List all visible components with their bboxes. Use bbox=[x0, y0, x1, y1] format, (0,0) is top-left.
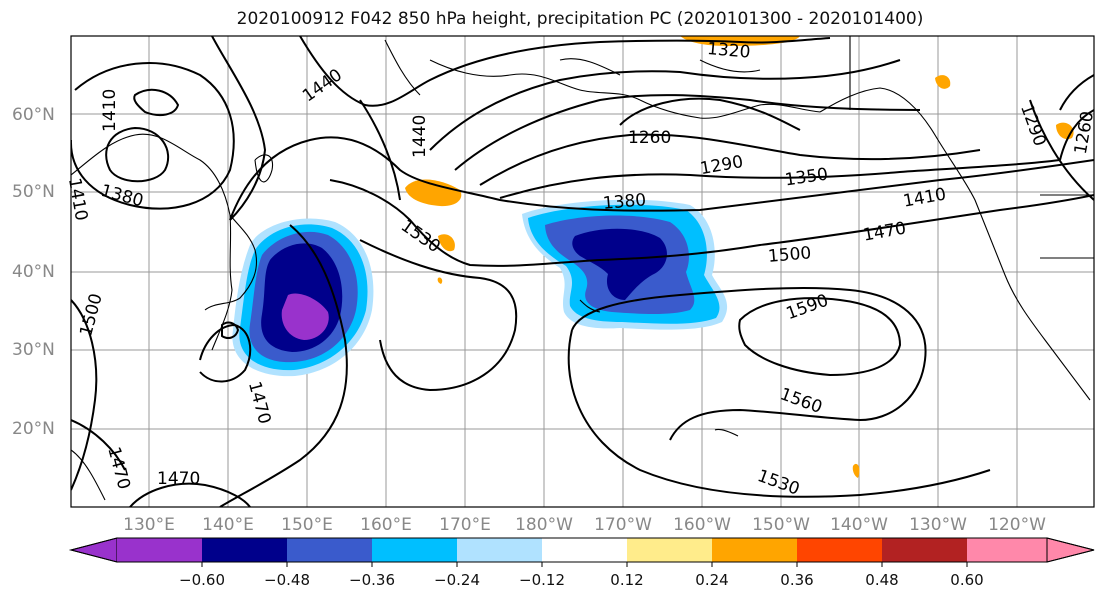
lon-label-130e: 130°E bbox=[123, 515, 175, 535]
map-frame bbox=[70, 35, 1095, 508]
colorbar-tick-label: −0.12 bbox=[519, 571, 565, 589]
contour-label: 1290 bbox=[1016, 102, 1050, 149]
colorbar-tick-label: −0.24 bbox=[434, 571, 480, 589]
colorbar-tick-label: 0.12 bbox=[610, 571, 644, 589]
height-contours bbox=[71, 36, 1094, 507]
contour-label: 1290 bbox=[699, 152, 745, 179]
contour-label: 1470 bbox=[862, 218, 908, 245]
lat-label-50n: 50°N bbox=[12, 182, 55, 202]
lon-label-160w: 160°W bbox=[673, 515, 731, 535]
contour-label: 1470 bbox=[103, 445, 134, 492]
lon-label-140e: 140°E bbox=[202, 515, 254, 535]
lon-label-150e: 150°E bbox=[281, 515, 333, 535]
lon-label-160e: 160°E bbox=[360, 515, 412, 535]
colorbar-extend-low bbox=[69, 537, 118, 563]
contour-label: 1590 bbox=[784, 291, 831, 325]
contour-label: 1530 bbox=[397, 216, 444, 257]
map-title: 2020100912 F042 850 hPa height, precipit… bbox=[236, 9, 924, 29]
contour-label: 1380 bbox=[99, 181, 146, 212]
lon-label-120w: 120°W bbox=[988, 515, 1046, 535]
colorbar-tick-label: −0.36 bbox=[349, 571, 395, 589]
contour-label: 1350 bbox=[784, 165, 830, 191]
coastlines bbox=[71, 36, 1094, 501]
colorbar bbox=[69, 537, 1095, 567]
contour-label: 1380 bbox=[602, 190, 647, 214]
lat-label-60n: 60°N bbox=[12, 105, 55, 125]
colorbar-extend-high bbox=[1046, 537, 1095, 563]
lat-label-40n: 40°N bbox=[12, 262, 55, 282]
precip-anomaly-west bbox=[232, 218, 374, 377]
contour-label: 1260 bbox=[628, 128, 671, 148]
lat-label-20n: 20°N bbox=[12, 419, 55, 439]
contour-label: 1440 bbox=[410, 115, 430, 158]
precip-anomaly-central bbox=[522, 199, 728, 330]
contour-label: 1500 bbox=[76, 291, 107, 338]
colorbar-tick-label: 0.60 bbox=[950, 571, 984, 589]
colorbar-tick-label: 0.48 bbox=[865, 571, 899, 589]
contour-label: 1410 bbox=[902, 184, 948, 211]
colorbar-tick-label: 0.36 bbox=[780, 571, 814, 589]
contour-label: 1500 bbox=[767, 243, 812, 267]
precip-anomaly-positive bbox=[405, 36, 1074, 478]
lon-label-150w: 150°W bbox=[752, 515, 810, 535]
lon-label-170w: 170°W bbox=[594, 515, 652, 535]
lon-label-180w: 180°W bbox=[515, 515, 573, 535]
contour-label: 1470 bbox=[157, 469, 200, 489]
colorbar-tick-label: 0.24 bbox=[695, 571, 729, 589]
lon-label-130w: 130°W bbox=[909, 515, 967, 535]
colorbar-tick-label: −0.48 bbox=[264, 571, 310, 589]
lat-label-30n: 30°N bbox=[12, 340, 55, 360]
contour-label: 1410 bbox=[100, 89, 120, 132]
lon-label-140w: 140°W bbox=[830, 515, 888, 535]
contour-label: 1470 bbox=[244, 379, 275, 426]
colorbar-tick-label: −0.60 bbox=[179, 571, 225, 589]
contour-label: 1320 bbox=[706, 39, 751, 63]
lon-label-170e: 170°E bbox=[439, 515, 491, 535]
